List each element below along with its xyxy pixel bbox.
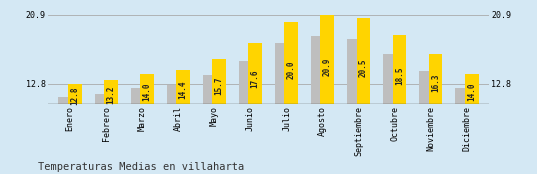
Bar	[68, 84, 82, 104]
Text: 13.2: 13.2	[106, 85, 115, 104]
Bar	[140, 74, 154, 104]
Text: Temperaturas Medias en villaharta: Temperaturas Medias en villaharta	[38, 162, 244, 172]
Bar	[104, 80, 118, 104]
Text: 18.5: 18.5	[395, 66, 404, 85]
Bar	[419, 71, 433, 104]
Bar	[311, 36, 325, 104]
Bar	[130, 88, 144, 104]
Text: 20.5: 20.5	[359, 59, 368, 77]
Bar	[429, 54, 442, 104]
Bar	[203, 75, 216, 104]
Bar	[248, 43, 262, 104]
Bar	[166, 85, 180, 104]
Text: 12.8: 12.8	[70, 86, 79, 105]
Bar	[285, 22, 298, 104]
Text: 14.4: 14.4	[178, 81, 187, 99]
Bar	[357, 18, 371, 104]
Bar	[239, 61, 252, 104]
Bar	[321, 15, 334, 104]
Text: 15.7: 15.7	[215, 76, 223, 95]
Text: 14.0: 14.0	[467, 82, 476, 101]
Text: 20.0: 20.0	[287, 61, 296, 79]
Bar	[347, 39, 361, 104]
Bar	[455, 88, 469, 104]
Bar	[176, 70, 190, 104]
Bar	[275, 43, 289, 104]
Text: 17.6: 17.6	[251, 69, 260, 88]
Bar	[393, 35, 407, 104]
Bar	[59, 97, 72, 104]
Text: 20.9: 20.9	[323, 57, 332, 76]
Bar	[465, 74, 478, 104]
Bar	[95, 94, 108, 104]
Bar	[212, 59, 226, 104]
Bar	[383, 54, 397, 104]
Text: 14.0: 14.0	[142, 82, 151, 101]
Text: 16.3: 16.3	[431, 74, 440, 92]
